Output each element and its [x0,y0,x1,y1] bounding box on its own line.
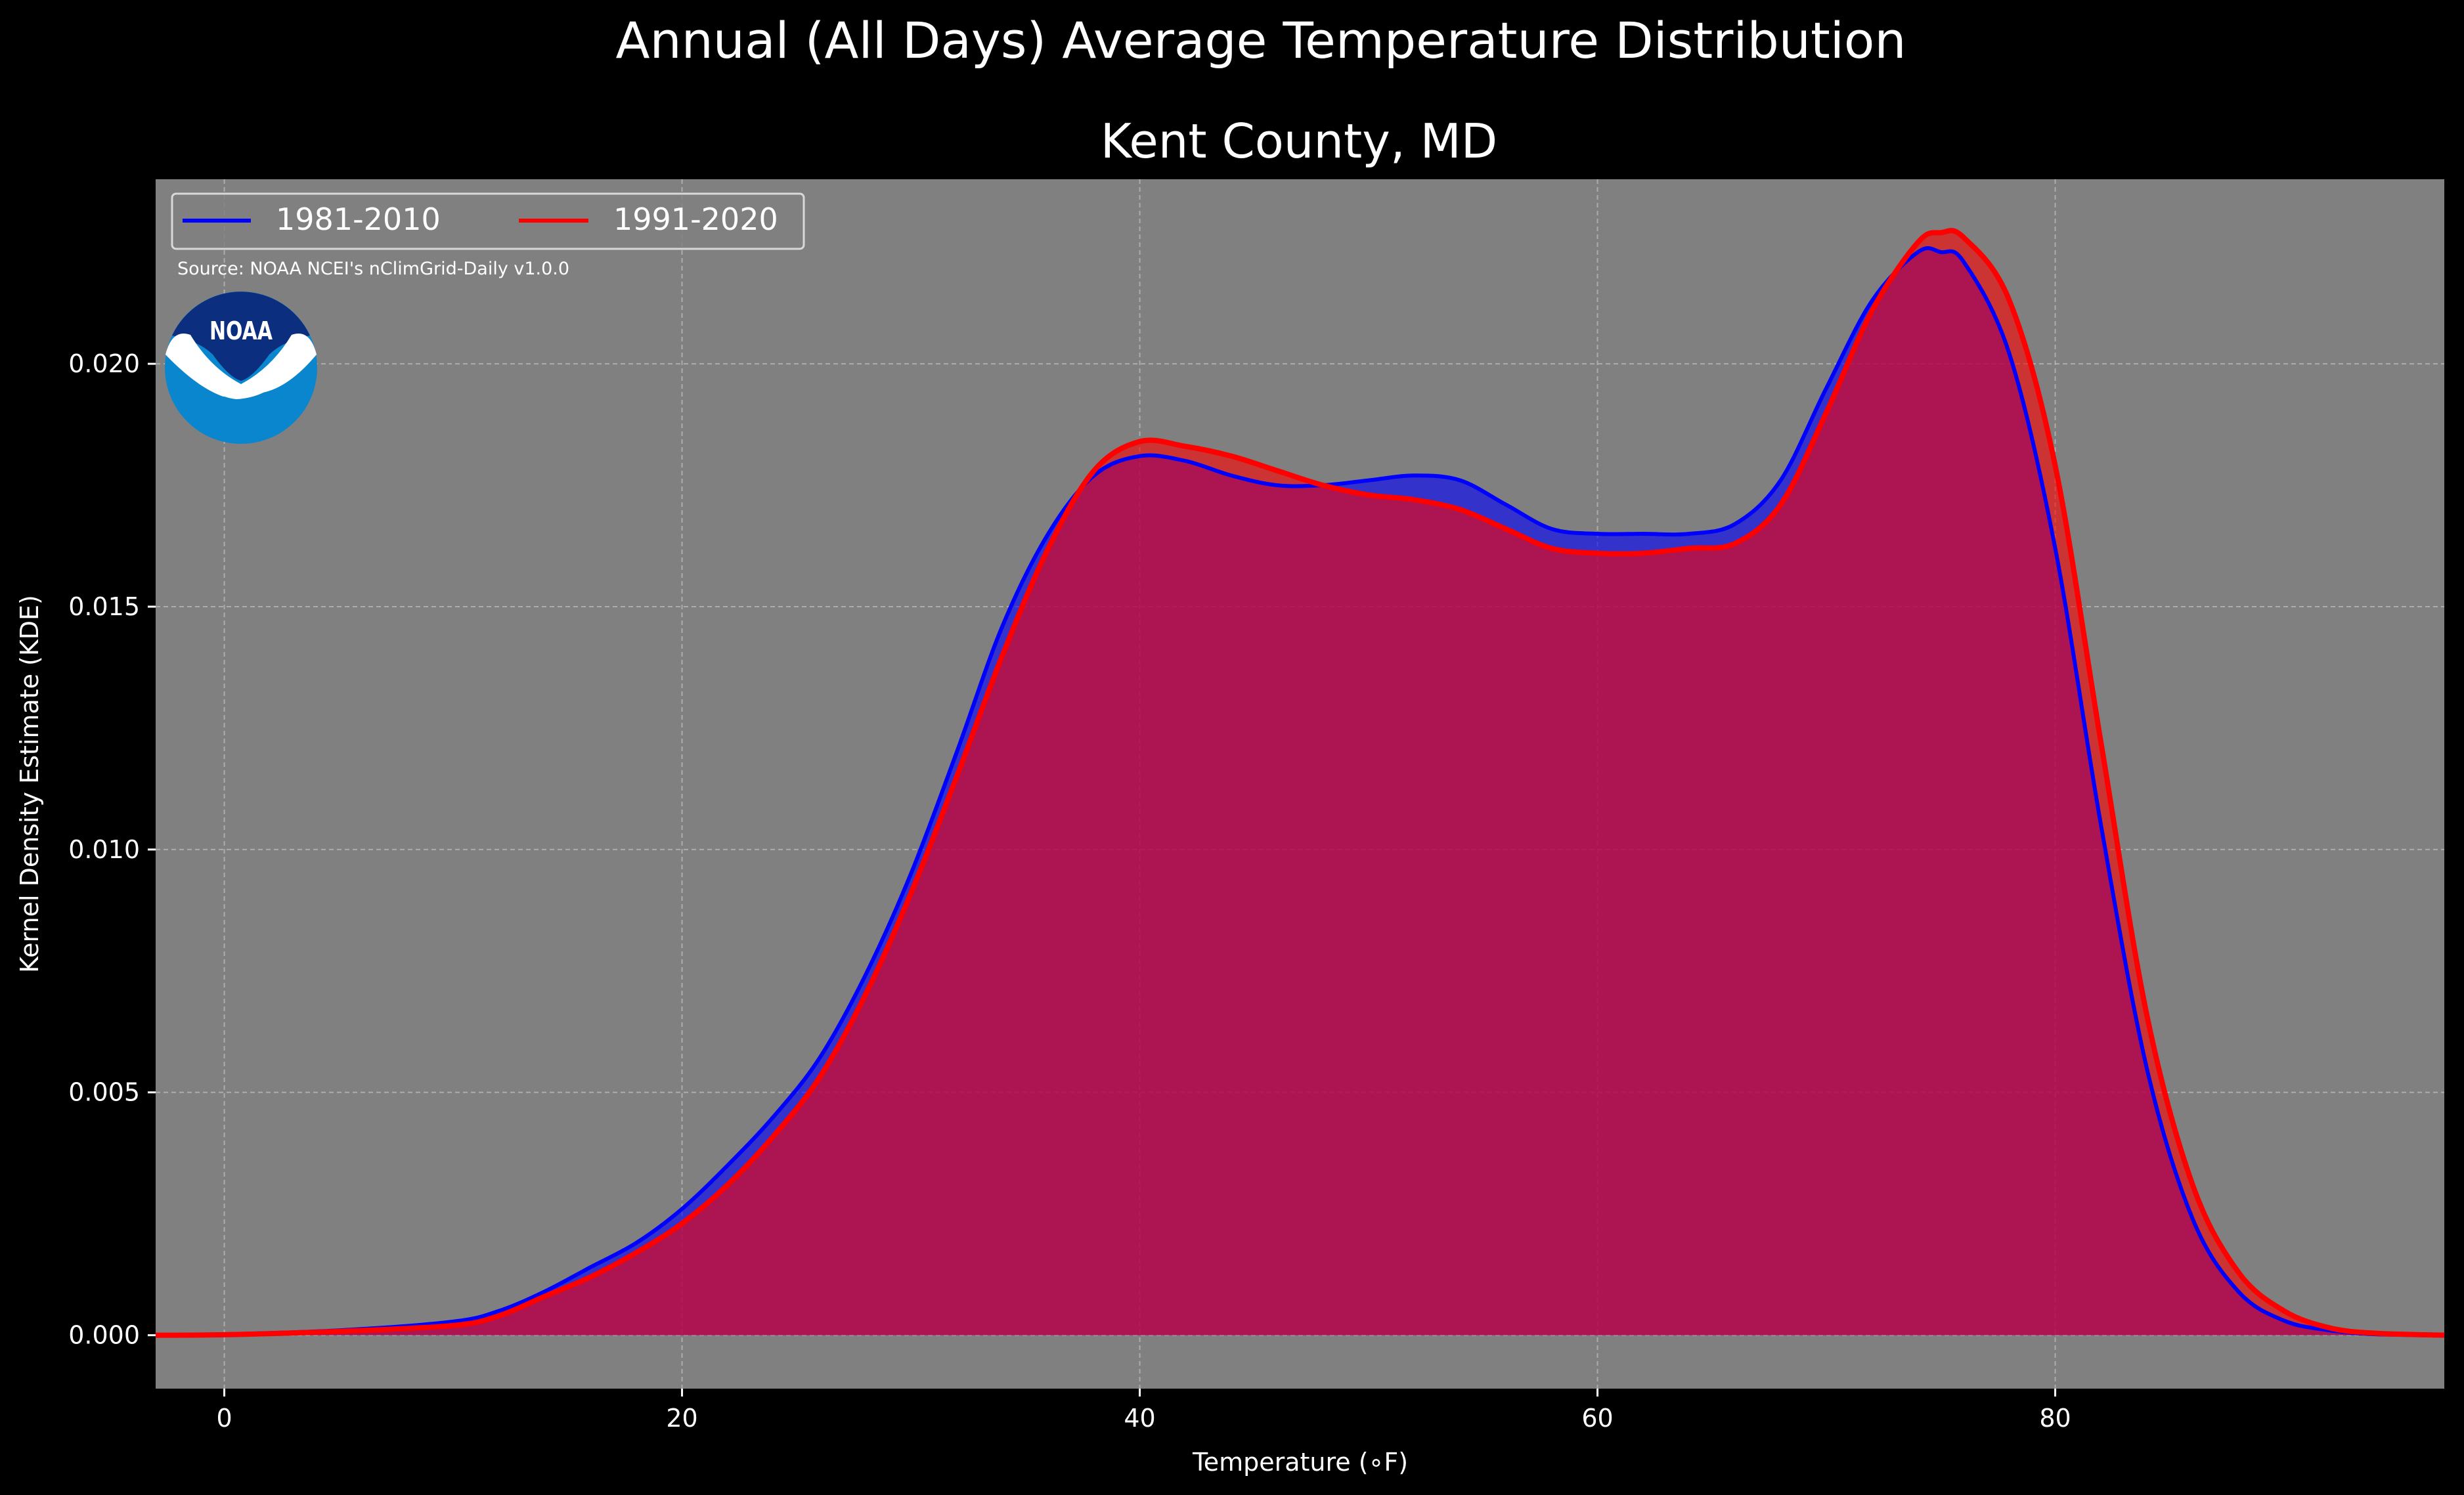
logo-gull-icon [165,334,317,397]
legend-box [171,192,805,250]
legend-label-1991-2020: 1991-2020 [613,202,778,237]
series-line-1991-2020 [155,228,2445,1338]
y-tick-label: 0.010 [68,835,140,864]
series-layer [155,228,2445,1338]
x-tick-label: 0 [216,1404,232,1433]
legend: 1981-2010 1991-2020 [171,192,805,250]
chart-suptitle: Annual (All Days) Average Temperature Di… [615,11,1906,70]
logo-gull-tail [215,385,276,399]
noaa-logo: NOAA [165,292,317,444]
y-tick-label: 0.000 [68,1321,140,1350]
chart-title: Kent County, MD [1101,114,1497,169]
legend-label-1981-2010: 1981-2010 [276,202,441,237]
logo-dark-cap [172,292,310,381]
x-tick-label: 80 [2039,1404,2071,1433]
x-axis-label: Temperature (∘F) [1192,1448,1408,1477]
logo-text: NOAA [209,316,273,345]
y-tick-label: 0.020 [68,349,140,378]
y-tick-label: 0.015 [68,592,140,621]
x-tick-label: 20 [666,1404,697,1433]
x-tick-label: 60 [1581,1404,1613,1433]
y-tick-label: 0.005 [68,1078,140,1107]
source-note: Source: NOAA NCEI's nClimGrid-Daily v1.0… [177,259,569,279]
series-line-1981-2010 [155,246,2445,1337]
x-tick-label: 40 [1124,1404,1155,1433]
axis-ticks: 0 20 40 60 80 0.000 0.005 0.010 0.015 0.020 [68,349,2071,1433]
series-fill-1991-2020 [156,230,2444,1335]
y-axis-label: Kernel Density Estimate (KDE) [15,595,44,973]
